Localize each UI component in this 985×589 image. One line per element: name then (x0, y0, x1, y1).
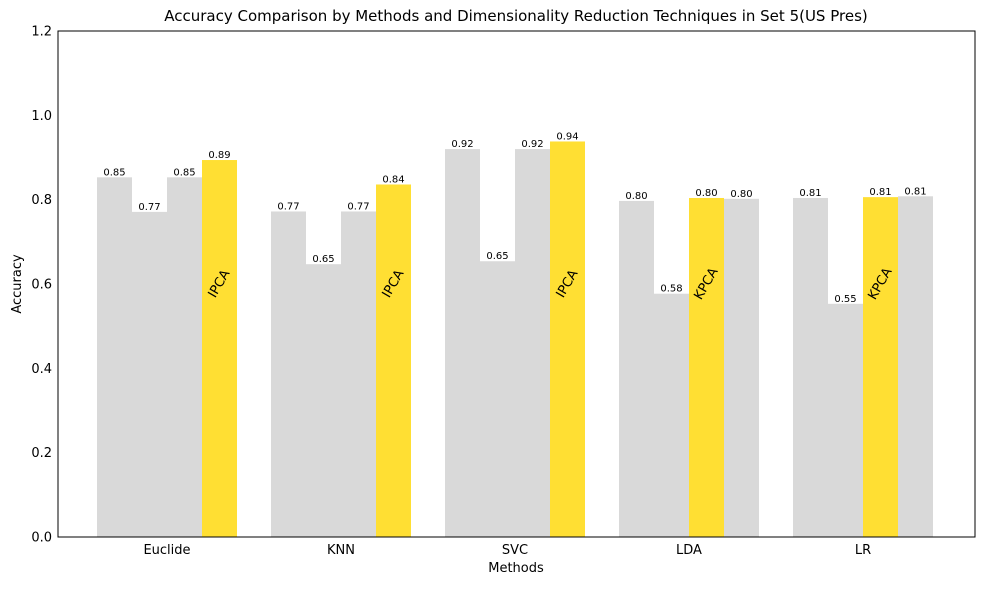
bar (132, 211, 167, 537)
bar-best (689, 197, 724, 538)
bar (793, 197, 828, 538)
bar (341, 211, 376, 537)
data-label: 0.84 (382, 174, 404, 185)
bar (306, 264, 341, 537)
bar (271, 211, 306, 537)
y-tick-label: 0.8 (31, 193, 52, 208)
bar (97, 177, 132, 537)
x-tick-label: Euclide (143, 543, 190, 558)
bar-best (863, 197, 898, 538)
data-label: 0.77 (277, 201, 299, 212)
data-label: 0.65 (312, 254, 334, 265)
data-label: 0.92 (521, 139, 543, 150)
data-label: 0.85 (103, 167, 125, 178)
bar (619, 200, 654, 537)
data-label: 0.89 (208, 150, 230, 161)
data-label: 0.92 (451, 139, 473, 150)
y-tick-label: 0.0 (31, 531, 52, 546)
data-label: 0.77 (138, 202, 160, 213)
y-tick-label: 0.4 (31, 362, 52, 377)
bar-best (376, 184, 411, 537)
x-axis-label: Methods (488, 561, 544, 576)
bar (515, 149, 550, 538)
bar (724, 198, 759, 537)
x-tick-label: LR (855, 543, 871, 558)
bar (898, 196, 933, 537)
x-tick-label: LDA (676, 543, 702, 558)
data-label: 0.85 (173, 167, 195, 178)
chart-title: Accuracy Comparison by Methods and Dimen… (164, 7, 868, 25)
y-tick-label: 1.2 (31, 25, 52, 40)
bar (828, 303, 863, 537)
y-tick-label: 0.2 (31, 446, 52, 461)
x-tick-label: SVC (502, 543, 528, 558)
data-label: 0.81 (799, 188, 821, 199)
plot-frame (57, 30, 976, 538)
bar (480, 261, 515, 537)
bar-best (202, 160, 237, 537)
data-label: 0.55 (834, 294, 856, 305)
bar-best (550, 141, 585, 537)
data-label: 0.81 (904, 186, 926, 197)
y-axis-label: Accuracy (10, 254, 25, 314)
data-label: 0.58 (660, 284, 682, 295)
y-tick-label: 1.0 (31, 109, 52, 124)
bar (167, 177, 202, 537)
data-label: 0.80 (625, 191, 647, 202)
data-label: 0.80 (695, 188, 717, 199)
data-label: 0.77 (347, 201, 369, 212)
data-label: 0.65 (486, 251, 508, 262)
data-label: 0.94 (556, 131, 578, 142)
bar (445, 149, 480, 538)
bar (654, 293, 689, 537)
data-label: 0.81 (869, 187, 891, 198)
y-tick-label: 0.6 (31, 278, 52, 293)
data-label: 0.80 (730, 189, 752, 200)
x-tick-label: KNN (327, 543, 355, 558)
